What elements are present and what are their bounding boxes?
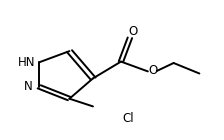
Text: N: N <box>24 80 33 93</box>
Text: Cl: Cl <box>122 112 134 125</box>
Text: O: O <box>149 65 158 77</box>
Text: O: O <box>129 25 138 38</box>
Text: HN: HN <box>18 56 36 69</box>
